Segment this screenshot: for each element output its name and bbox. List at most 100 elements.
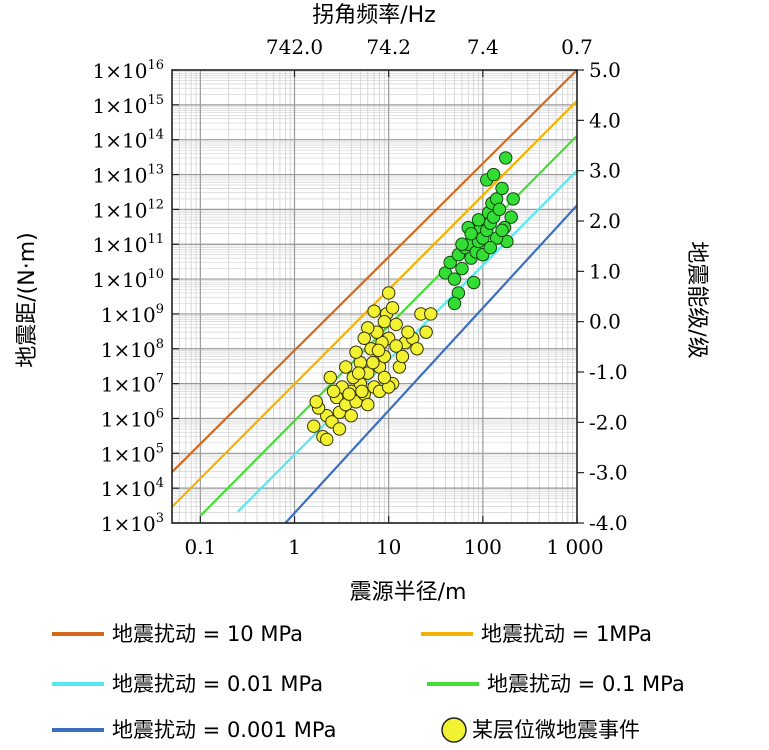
scatter-point [367,304,381,318]
top-tick-label: 74.2 [366,35,411,59]
scatter-point [332,422,347,436]
data-points [307,151,520,447]
top-tick-label: 7.4 [467,35,499,59]
y-tick-label: 1×106 [101,406,164,431]
y-tick-base: 1×10 [101,373,156,397]
scatter-point [381,286,396,300]
scatter-point [483,240,497,255]
legend-swatch-marker [441,717,467,743]
y-axis-title: 地震距/(N·m) [15,232,40,367]
x-tick-label: 1 [288,535,301,559]
scatter-point [323,370,338,385]
y-tick-exponent: 13 [147,163,164,178]
plot-border [171,69,578,524]
y-tick-exponent: 10 [147,267,164,282]
legend-label: 地震扰动 = 0.001 MPa [112,718,336,742]
scatter-point [447,296,462,311]
x-tick-label: 0.1 [184,535,216,559]
y-tick-exponent: 15 [147,93,164,108]
scatter-point [389,339,403,353]
scatter-point [447,272,462,286]
scatter-point [326,384,341,399]
y-tick-base: 1×10 [93,268,148,292]
right-tick-label: -2.0 [589,410,628,434]
legend-label: 地震扰动 = 0.01 MPa [112,672,323,696]
scatter-point [377,314,392,329]
right-tick-label: 2.0 [589,209,621,233]
scatter-point [486,167,501,182]
y-tick-label: 1×1011 [93,232,164,257]
right-tick-label: 0.0 [589,310,621,334]
y-tick-label: 1×1014 [93,128,164,153]
y-tick-base: 1×10 [93,233,148,257]
scatter-point [366,355,380,370]
right-tick-label: 1.0 [589,259,621,283]
x-tick-label: 10 [376,535,401,559]
scatter-point [342,387,356,401]
y-tick-label: 1×1013 [93,163,164,188]
scatter-point [499,151,513,165]
y-tick-base: 1×10 [101,512,156,536]
stress-line [172,100,577,508]
y-tick-exponent: 16 [147,58,164,73]
scatter-point [344,409,358,423]
y-tick-base: 1×10 [101,442,156,466]
scatter-point [349,345,363,359]
grid-minor [171,70,577,523]
y-tick-label: 1×1016 [93,58,164,83]
scatter-point [506,192,520,206]
scatter-point [419,325,433,339]
y-tick-label: 1×1012 [93,197,164,222]
y-tick-exponent: 4 [156,476,164,491]
scatter-point [357,331,371,345]
right-tick-label: 5.0 [589,58,621,82]
top-tick-label: 0.7 [561,35,593,59]
plot-frame [171,69,578,524]
y-tick-base: 1×10 [101,407,156,431]
right-tick-label: -1.0 [589,360,628,384]
y-tick-base: 1×10 [101,303,156,327]
y-tick-label: 1×103 [101,511,164,536]
scatter-point [495,223,509,238]
top-axis-title: 拐角频率/Hz [312,3,436,28]
legend-label: 地震扰动 = 0.1 MPa [487,672,685,696]
scatter-point [377,370,392,385]
scatter-point [455,237,469,251]
scatter-point [495,181,509,196]
y-tick-base: 1×10 [93,129,148,153]
scatter-point [351,366,366,380]
x-tick-label: 100 [464,535,502,559]
legend-label: 地震扰动 = 1MPa [481,622,652,646]
scatter-point [339,360,353,374]
y-tick-base: 1×10 [93,198,148,222]
y-tick-label: 1×109 [101,302,164,327]
x-tick-label: 1 000 [546,535,603,559]
scatter-point [320,432,334,447]
top-tick-label: 742.0 [266,35,323,59]
y-tick-base: 1×10 [93,164,148,188]
stress-line [284,204,577,523]
y-tick-exponent: 11 [147,232,164,247]
legend-label: 某层位微地震事件 [472,718,640,742]
legend-label: 地震扰动 = 10 MPa [112,622,303,646]
scatter-point [389,317,403,332]
right-tick-label: -4.0 [589,511,628,535]
y-tick-exponent: 7 [156,372,164,387]
y-tick-base: 1×10 [93,94,148,118]
y-tick-exponent: 5 [156,441,164,456]
y-tick-exponent: 6 [156,406,164,421]
y-tick-exponent: 14 [147,128,164,143]
scatter-point [467,275,481,290]
scatter-point [355,384,369,399]
scatter-point [492,202,507,217]
right-tick-label: 4.0 [589,108,621,132]
scatter-point [464,227,478,241]
y-tick-exponent: 8 [156,337,164,352]
legend: 地震扰动 = 10 MPa 地震扰动 = 1MPa 地震扰动 = 0.01 MPa 地… [52,622,685,743]
scatter-point [504,210,518,224]
y-tick-label: 1×105 [101,441,164,466]
scatter-point [443,255,457,270]
scatter-point [410,342,424,356]
